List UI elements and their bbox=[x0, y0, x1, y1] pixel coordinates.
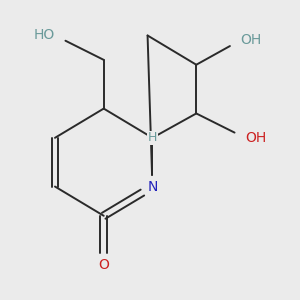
Text: O: O bbox=[98, 257, 109, 272]
Text: OH: OH bbox=[245, 131, 266, 145]
Text: HO: HO bbox=[34, 28, 55, 43]
Text: H: H bbox=[148, 131, 157, 144]
Text: N: N bbox=[147, 179, 158, 194]
Text: OH: OH bbox=[240, 33, 261, 47]
